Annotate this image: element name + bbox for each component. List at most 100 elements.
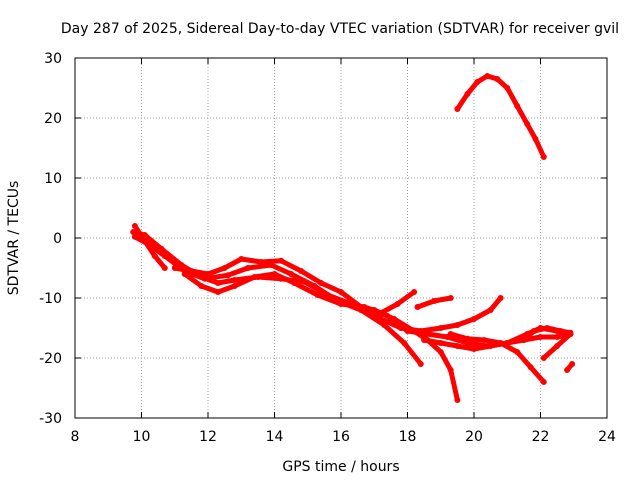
- data-point: [481, 337, 487, 343]
- data-point: [377, 316, 384, 322]
- data-point: [411, 289, 418, 295]
- data-point: [161, 265, 168, 271]
- data-point: [471, 316, 477, 322]
- x-tick-label: 18: [399, 429, 417, 445]
- data-point: [554, 334, 561, 340]
- data-point: [487, 343, 494, 349]
- data-point: [454, 343, 461, 349]
- data-point: [161, 253, 168, 259]
- data-point: [338, 301, 344, 307]
- y-tick-label: -20: [39, 351, 62, 367]
- data-point: [215, 289, 221, 295]
- data-point: [377, 310, 384, 316]
- data-point: [151, 253, 158, 259]
- data-point: [454, 106, 461, 112]
- y-tick-label: -10: [39, 291, 62, 307]
- data-point: [318, 280, 325, 286]
- data-point: [504, 85, 511, 91]
- data-point: [401, 340, 408, 346]
- data-point: [384, 313, 391, 319]
- data-point: [238, 256, 245, 262]
- data-point: [540, 154, 547, 160]
- data-point: [221, 265, 228, 271]
- data-point: [437, 340, 444, 346]
- data-point: [417, 328, 424, 334]
- x-tick-label: 22: [532, 429, 550, 445]
- data-point: [487, 307, 494, 313]
- data-point: [554, 343, 561, 349]
- data-point: [205, 271, 211, 277]
- data-point: [338, 289, 344, 295]
- data-point: [244, 265, 251, 271]
- data-point: [251, 274, 258, 280]
- data-point: [198, 283, 205, 289]
- x-tick-label: 10: [133, 429, 151, 445]
- data-point: [231, 277, 238, 283]
- data-point: [314, 292, 321, 298]
- data-point: [131, 223, 138, 229]
- data-point: [464, 335, 471, 342]
- data-point: [532, 136, 539, 142]
- series-track-1: [130, 229, 460, 403]
- data-point: [311, 283, 318, 289]
- data-point: [171, 265, 178, 271]
- y-tick-label: -30: [39, 411, 62, 427]
- x-axis-label: GPS time / hours: [282, 459, 399, 475]
- data-point: [278, 257, 285, 264]
- data-point: [520, 337, 527, 343]
- data-point: [141, 238, 148, 244]
- data-point: [494, 76, 501, 82]
- y-tick-label: 0: [53, 231, 62, 247]
- data-point: [497, 295, 504, 301]
- data-point: [271, 271, 278, 277]
- series-track-13: [454, 73, 547, 160]
- y-tick-label: 30: [44, 51, 62, 67]
- data-point: [557, 328, 564, 334]
- data-point: [564, 367, 571, 373]
- data-point: [188, 268, 195, 274]
- data-point: [258, 259, 265, 265]
- data-point: [201, 275, 208, 282]
- data-point: [130, 229, 137, 235]
- data-point: [537, 334, 544, 340]
- data-point: [544, 325, 551, 331]
- plot-data: [130, 73, 576, 403]
- y-tick-label: 20: [44, 111, 62, 127]
- x-tick-label: 20: [465, 429, 483, 445]
- series-track-3: [132, 223, 168, 271]
- x-tick-label: 16: [332, 429, 350, 445]
- series-track-4: [182, 271, 573, 349]
- chart-title: Day 287 of 2025, Sidereal Day-to-day VTE…: [61, 21, 619, 37]
- data-point: [471, 346, 477, 352]
- grid-lines: [75, 58, 607, 418]
- data-point: [298, 268, 305, 274]
- data-point: [215, 280, 221, 286]
- y-axis-label: SDTVAR / TECUs: [6, 181, 22, 296]
- data-point: [464, 91, 471, 97]
- data-point: [224, 272, 231, 279]
- data-point: [447, 367, 454, 373]
- axis-ticks: 8 10 12 14 16 18 20 22 24 -30 -20 -10 0 10 20 30: [39, 51, 616, 445]
- data-point: [437, 325, 444, 331]
- data-point: [394, 301, 401, 307]
- x-tick-label: 24: [598, 429, 616, 445]
- data-point: [414, 304, 421, 310]
- y-tick-label: 10: [44, 171, 62, 187]
- data-point: [540, 379, 547, 385]
- data-point: [527, 364, 534, 370]
- data-point: [291, 280, 298, 286]
- series-track-2: [132, 234, 424, 367]
- data-point: [464, 340, 471, 346]
- x-tick-label: 8: [71, 429, 80, 445]
- data-point: [514, 349, 521, 355]
- data-point: [397, 325, 404, 331]
- data-point: [358, 304, 364, 310]
- data-point: [231, 283, 238, 289]
- data-point: [524, 121, 531, 127]
- data-point: [447, 331, 454, 337]
- data-point: [417, 361, 424, 367]
- data-point: [431, 298, 438, 304]
- data-point: [474, 79, 481, 85]
- data-point: [454, 397, 461, 403]
